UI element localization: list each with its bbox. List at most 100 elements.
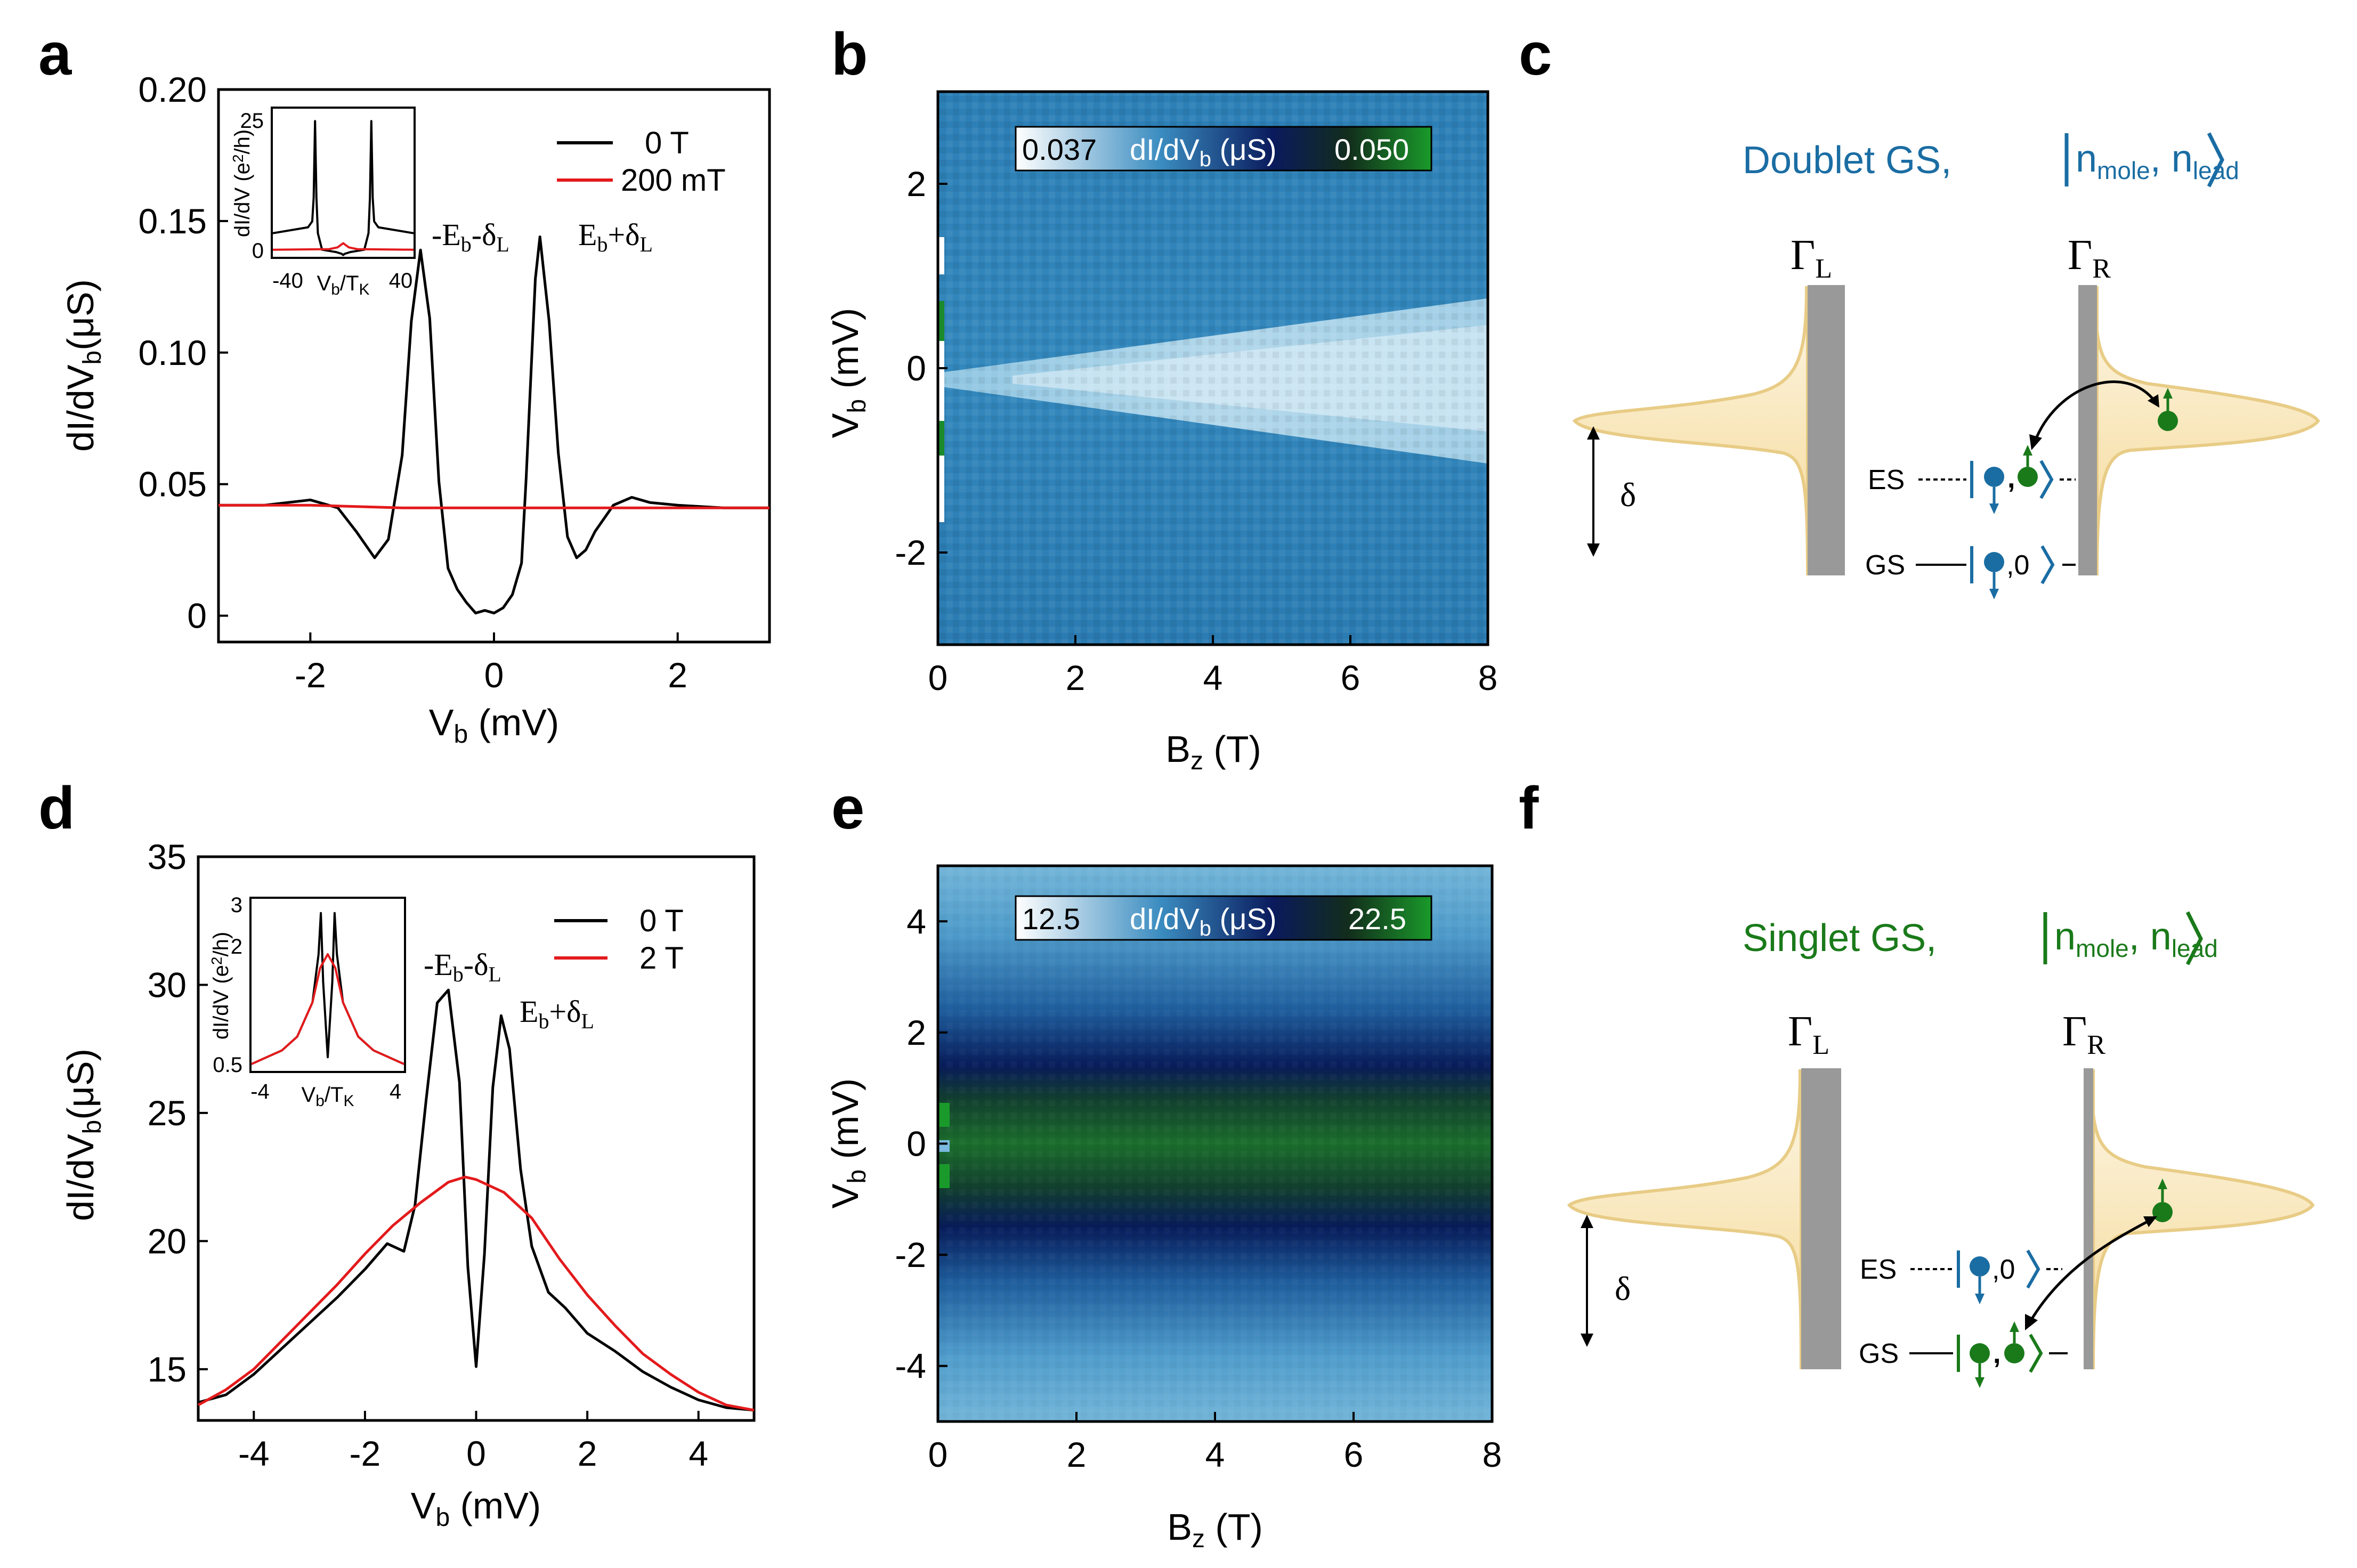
d-ytick-label: 15	[148, 1350, 187, 1389]
a-xtick-label: 2	[668, 655, 687, 695]
panel-d-inset-ylabel: dI/dV (e2/h)	[208, 932, 233, 1039]
b-ytick-label: 2	[906, 164, 926, 204]
panel-a-inset-ytick-25: 25	[240, 109, 264, 133]
panel-d-inset-xtick-left: -4	[250, 1080, 270, 1103]
d-ytick-label: 25	[148, 1093, 187, 1133]
panel-d-inset-xtick-right: 4	[390, 1080, 401, 1103]
panel-f-ket: nmole, nlead	[2043, 911, 2218, 965]
d-ytick-label: 35	[148, 837, 187, 876]
panel-a-inset-ylabel: dI/dV (e2/h)	[230, 129, 254, 237]
panel-a-ylabel: dI/dVb(μS)	[60, 279, 107, 452]
panel-b-colorbar-min: 0.037	[1022, 133, 1097, 166]
panel-e-ylabel: Vb (mV)	[824, 1078, 871, 1208]
panel-f-left-lead	[1567, 1069, 1803, 1370]
panel-d-inset-ytick-2: 2	[231, 935, 242, 958]
a-xtick-label: -2	[295, 655, 326, 695]
panel-a-xlabel: Vb (mV)	[429, 702, 559, 749]
panel-d-legend-2T: 2 T	[639, 941, 684, 976]
e-ytick-label: 4	[906, 901, 926, 941]
a-ytick-label: 0.05	[139, 465, 207, 504]
panel-b-colorbar	[1015, 126, 1432, 172]
d-xtick-label: -4	[238, 1434, 270, 1473]
e-xtick-label: 4	[1205, 1435, 1225, 1474]
panel-d-annotation-right: Eb+δL	[520, 994, 594, 1033]
panel-a-annotation-right: Eb+δL	[578, 217, 653, 256]
panel-b-plot: 0 2 4 6 8 -2 0 2 0.037 dI/dVb (μS) 0.050 Bz (T)…	[824, 90, 1498, 775]
a-inset-series-0T	[272, 120, 414, 256]
b-xtick-label: 8	[1478, 658, 1498, 697]
panel-d-xlabel: Vb (mV)	[411, 1485, 541, 1532]
panel-f-gs-lead-electron	[2004, 1343, 2024, 1363]
panel-e-colorbar	[1015, 895, 1432, 941]
d-series-2T	[197, 1175, 755, 1412]
panel-e-edge-pixel-2	[938, 1140, 950, 1152]
panel-f-left-barrier	[1801, 1068, 1841, 1369]
e-ytick-label: -4	[895, 1346, 926, 1386]
panel-c-title: Doublet GS,	[1743, 139, 1951, 182]
panel-c-gs-label: GS	[1865, 550, 1905, 581]
panel-label-d: d	[38, 775, 75, 841]
panel-e-noise	[938, 866, 1492, 1421]
panel-c-gs-molecule-electron	[1984, 552, 2004, 572]
panel-a-legend-0T: 0 T	[645, 126, 689, 160]
a-inset-series-200mT	[272, 242, 414, 251]
panel-b-edge-pixel-1	[938, 237, 944, 274]
panel-b-edge-pixel-4	[938, 421, 944, 456]
a-series-0T	[218, 235, 770, 615]
d-xtick-label: 4	[689, 1434, 708, 1473]
panel-d-annotation-left: -Eb-δL	[424, 947, 501, 986]
panel-e-colorbar-min: 12.5	[1022, 902, 1080, 936]
svg-text:,: ,	[2007, 463, 2015, 494]
d-inset-series-2T	[251, 953, 404, 1065]
panel-d-inset-ytick-3: 3	[231, 893, 242, 917]
panel-c-es-label: ES	[1868, 465, 1905, 495]
panel-d-ylabel: dI/dVb(μS)	[60, 1049, 107, 1221]
b-xtick-label: 4	[1203, 658, 1223, 697]
panel-b-xlabel: Bz (T)	[1165, 728, 1261, 775]
svg-text:,: ,	[1993, 1338, 2000, 1369]
panel-d-plot: -4 -2 0 2 4 15 20 25 30 35 Vb (mV) dI/dVb(μS) 0 T…	[60, 837, 756, 1532]
panel-d-legend-0T: 0 T	[639, 904, 684, 938]
b-ytick-label: -2	[895, 533, 926, 572]
e-xtick-label: 2	[1067, 1435, 1087, 1474]
panel-b-edge-pixel-3	[938, 341, 944, 421]
panel-b-noise	[938, 92, 1488, 645]
panel-a-annotation-left: -Eb-δL	[432, 217, 509, 256]
panel-c-gs-state: ,0	[2006, 550, 2029, 581]
panel-c-es-molecule-electron	[1984, 467, 2004, 487]
panel-a-inset-frame	[271, 107, 416, 259]
panel-f-gamma-left: ΓL	[1788, 1008, 1829, 1060]
panel-label-a: a	[38, 21, 72, 87]
panel-c-exchange-arrow	[2033, 380, 2157, 443]
panel-c-lead-electron	[2158, 411, 2178, 431]
panel-c-delta: δ	[1620, 476, 1636, 514]
b-xtick-label: 2	[1066, 658, 1086, 697]
panel-e-colorbar-max: 22.5	[1348, 902, 1406, 936]
panel-f-gamma-right: ΓR	[2062, 1008, 2105, 1060]
a-ytick-label: 0.15	[139, 201, 207, 241]
panel-d-inset-ytick-05: 0.5	[213, 1053, 242, 1077]
panel-f-exchange-arrow	[2029, 1218, 2151, 1322]
panel-label-b: b	[831, 21, 868, 87]
panel-c-ket: nmole, nlead	[2064, 132, 2239, 188]
panel-c-left-barrier	[1808, 285, 1845, 575]
e-xtick-label: 0	[928, 1435, 948, 1474]
panel-b-colorbar-max: 0.050	[1334, 133, 1409, 166]
panel-e-edge-pixel-1	[938, 1103, 950, 1127]
panel-a-inset-xtick-right: 40	[389, 269, 413, 293]
panel-c-gamma-left: ΓL	[1791, 232, 1832, 284]
panel-a-inset: 25 0 -40 40 Vb/TK dI/dV (e2/h)	[230, 107, 416, 298]
d-xtick-label: -2	[350, 1434, 381, 1473]
a-xtick-label: 0	[484, 655, 504, 695]
panel-f-title: Singlet GS,	[1743, 917, 1937, 960]
panel-d-inset: 3 2 0.5 -4 4 Vb/TK dI/dV (e2/h)	[208, 893, 406, 1110]
panel-f-gs-label: GS	[1859, 1338, 1899, 1369]
panel-d-inset-xlabel: Vb/TK	[302, 1083, 354, 1110]
e-ytick-label: -2	[895, 1235, 926, 1274]
a-ytick-label: 0.20	[139, 70, 207, 109]
panel-c-left-lead	[1572, 286, 1809, 576]
panel-a-inset-xtick-left: -40	[272, 269, 303, 293]
d-xtick-label: 0	[466, 1434, 486, 1473]
